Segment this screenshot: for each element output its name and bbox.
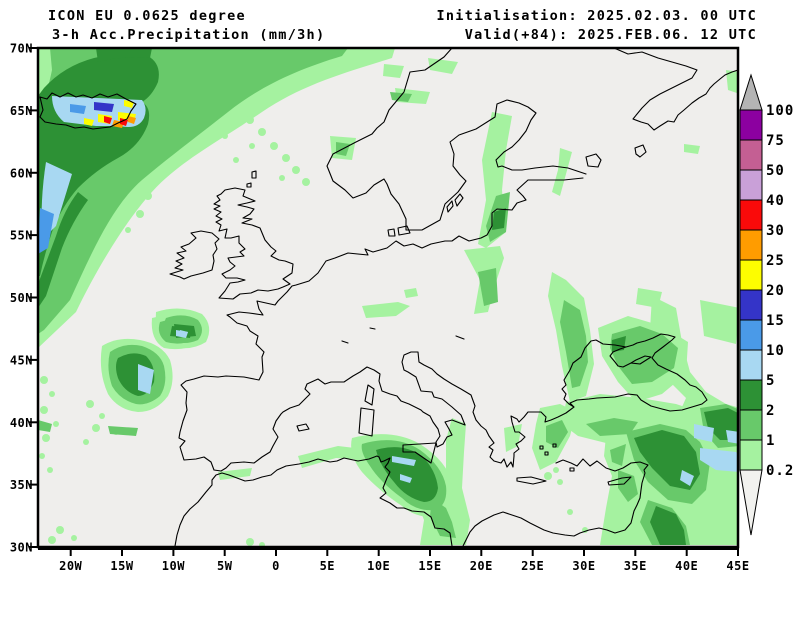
lat-axis bbox=[29, 47, 38, 548]
lake-balaton bbox=[455, 335, 465, 340]
island-funen bbox=[387, 228, 396, 237]
legend-band bbox=[739, 409, 763, 441]
legend-band bbox=[739, 109, 763, 141]
legend-value: 75 bbox=[766, 133, 785, 149]
lon-label: 25E bbox=[521, 559, 544, 573]
legend-labels: 100 75 50 40 30 25 20 15 10 5 2 1 0.2 bbox=[766, 103, 794, 479]
coastline-britain bbox=[213, 187, 294, 300]
lat-label: 30N bbox=[10, 541, 33, 555]
legend-value: 1 bbox=[766, 433, 775, 449]
coastline-kola-whitesea bbox=[613, 48, 738, 131]
lon-labels: 20W 15W 10W 5W 0 5E 10E 15E 20E 25E 30E … bbox=[59, 559, 749, 573]
lat-label: 40N bbox=[10, 416, 33, 430]
model-title: ICON EU 0.0625 degree bbox=[48, 8, 246, 24]
lake-onega bbox=[634, 144, 647, 158]
legend-value: 5 bbox=[766, 373, 775, 389]
coastline-ireland bbox=[169, 230, 220, 280]
legend-band bbox=[739, 349, 763, 381]
island-cyprus bbox=[607, 476, 632, 486]
lat-labels: 70N 65N 60N 55N 50N 45N 40N 35N 30N bbox=[10, 42, 33, 555]
lon-label: 10W bbox=[162, 559, 185, 573]
legend-colorbar bbox=[739, 73, 763, 536]
legend-value: 100 bbox=[766, 103, 794, 119]
lon-label: 5E bbox=[320, 559, 335, 573]
lake-constance bbox=[369, 327, 376, 330]
legend-value: 50 bbox=[766, 163, 785, 179]
island-aegean-1 bbox=[544, 451, 549, 456]
lon-axis bbox=[69, 547, 739, 556]
island-sardinia bbox=[358, 407, 375, 437]
lon-label: 20E bbox=[470, 559, 493, 573]
legend-value: 40 bbox=[766, 193, 785, 209]
legend-band bbox=[739, 229, 763, 261]
coastline-maghreb bbox=[174, 455, 453, 547]
precip-layer-10mm bbox=[38, 104, 86, 254]
legend-band bbox=[739, 439, 763, 471]
coastline-turkey-africa bbox=[462, 458, 649, 547]
valid-time-label: Valid(+84): 2025.FEB.06. 12 UTC bbox=[465, 27, 757, 43]
legend-value: 15 bbox=[766, 313, 785, 329]
legend-value: 10 bbox=[766, 343, 785, 359]
island-oland bbox=[446, 200, 454, 213]
lon-label: 5W bbox=[217, 559, 233, 573]
coastline-scandinavia bbox=[326, 48, 587, 231]
coastlines bbox=[39, 48, 738, 547]
coastline-baltic-south bbox=[178, 177, 708, 472]
legend-band bbox=[739, 259, 763, 291]
lat-label: 65N bbox=[10, 104, 33, 118]
lake-ladoga bbox=[585, 153, 602, 168]
coastline-iceland bbox=[39, 92, 137, 130]
lon-label: 30E bbox=[572, 559, 595, 573]
island-aegean-2 bbox=[552, 443, 557, 448]
lake-geneva bbox=[341, 340, 349, 344]
legend-band bbox=[739, 139, 763, 171]
legend-below-min-triangle bbox=[739, 469, 763, 536]
island-mallorca bbox=[296, 423, 310, 432]
lon-label: 35E bbox=[624, 559, 647, 573]
island-sicily bbox=[402, 442, 437, 464]
parameter-title: 3-h Acc.Precipitation (mm/3h) bbox=[52, 27, 325, 43]
legend-value: 20 bbox=[766, 283, 785, 299]
island-gotland bbox=[454, 193, 464, 207]
lon-label: 20W bbox=[59, 559, 82, 573]
lon-label: 40E bbox=[675, 559, 698, 573]
island-rhodes bbox=[569, 467, 575, 472]
legend-value: 30 bbox=[766, 223, 785, 239]
island-shetland bbox=[251, 170, 257, 179]
lat-label: 70N bbox=[10, 42, 33, 56]
island-corsica bbox=[364, 384, 375, 406]
legend-value: 0.2 bbox=[766, 463, 794, 479]
precip-layer-15mm bbox=[94, 102, 114, 112]
lat-label: 55N bbox=[10, 229, 33, 243]
lon-label: 15W bbox=[110, 559, 133, 573]
legend-value: 2 bbox=[766, 403, 775, 419]
island-aegean-3 bbox=[539, 445, 544, 450]
legend-above-max-triangle bbox=[739, 73, 763, 111]
legend-band bbox=[739, 319, 763, 351]
lon-label: 15E bbox=[418, 559, 441, 573]
precipitation-layers bbox=[38, 48, 738, 547]
legend-band bbox=[739, 169, 763, 201]
lat-label: 45N bbox=[10, 353, 33, 367]
island-orkney bbox=[246, 182, 252, 188]
init-time-label: Initialisation: 2025.02.03. 00 UTC bbox=[436, 8, 757, 24]
lat-label: 60N bbox=[10, 166, 33, 180]
island-crete bbox=[516, 476, 547, 485]
lat-label: 35N bbox=[10, 478, 33, 492]
legend-band bbox=[739, 289, 763, 321]
lon-label: 45E bbox=[726, 559, 749, 573]
lon-label: 0 bbox=[272, 559, 280, 573]
lon-label: 10E bbox=[367, 559, 390, 573]
legend-band bbox=[739, 379, 763, 411]
lat-label: 50N bbox=[10, 291, 33, 305]
island-zealand bbox=[397, 225, 411, 236]
legend-value: 25 bbox=[766, 253, 785, 269]
legend-band bbox=[739, 199, 763, 231]
